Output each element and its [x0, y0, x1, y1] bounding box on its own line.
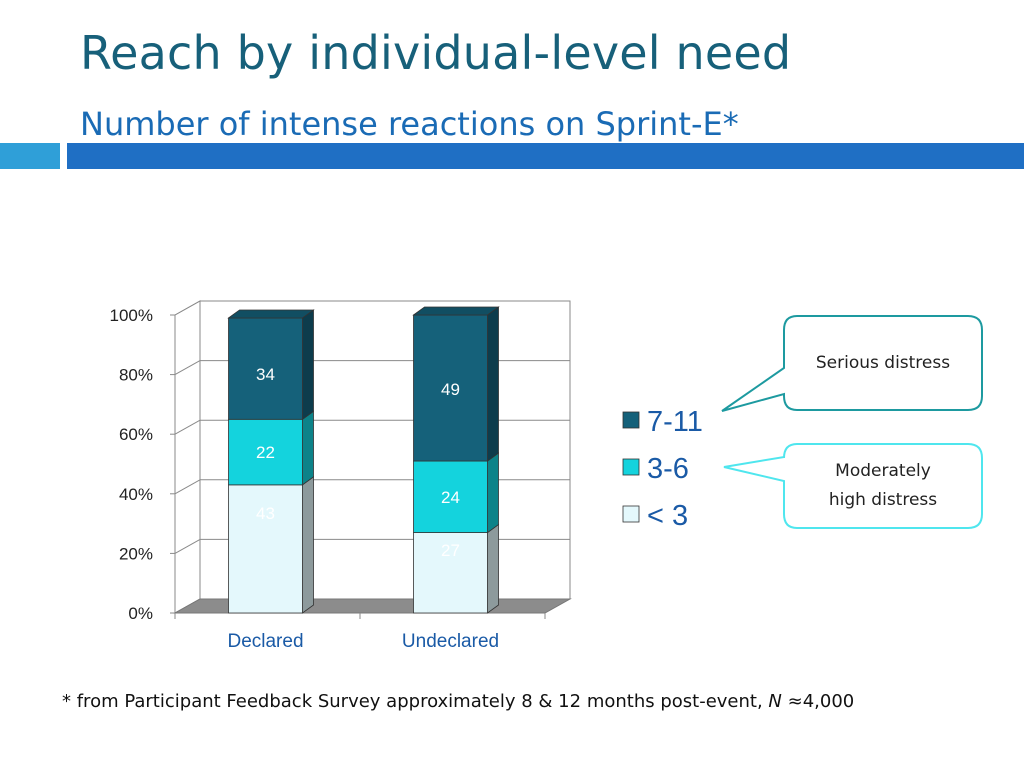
chart-bars: [227, 306, 500, 614]
legend-swatch: [622, 458, 640, 476]
chart-legend: 7-11 3-6 < 3: [622, 406, 703, 532]
legend-swatch: [622, 411, 640, 429]
bar-top: [412, 306, 500, 316]
x-tick-label: Undeclared: [402, 631, 499, 652]
bar-side: [302, 410, 314, 486]
data-label: 24: [441, 488, 460, 507]
header-band-left: [0, 143, 60, 169]
bar-side: [487, 452, 499, 534]
data-label: 27: [441, 541, 460, 560]
data-label: 34: [256, 365, 275, 384]
page-title: Reach by individual-level need: [80, 26, 792, 80]
footnote-prefix: * from Participant Feedback Survey appro…: [62, 691, 769, 712]
bar-segment: [228, 418, 303, 486]
callout-moderate-line2: high distress: [828, 490, 938, 510]
chart-labels: 43 22 34 Declared 27 24 49 Undeclared: [227, 365, 499, 652]
legend-label: 7-11: [647, 406, 703, 438]
footnote-n: N: [768, 691, 782, 712]
bar-segment: [413, 314, 488, 462]
bar-segment: [228, 484, 303, 614]
y-tick-label: 80%: [119, 366, 153, 385]
page-subtitle: Number of intense reactions on Sprint-E*: [80, 105, 739, 143]
bar-side: [302, 476, 314, 614]
callout-serious-label: Serious distress: [815, 353, 951, 373]
callout-moderate-label: Moderately high distress: [784, 457, 982, 515]
bar-segment: [413, 460, 488, 533]
bar-side: [487, 306, 499, 462]
bar-segment: [228, 317, 303, 420]
footnote: * from Participant Feedback Survey appro…: [62, 691, 854, 712]
y-tick-label: 40%: [119, 485, 153, 504]
x-tick-label: Declared: [227, 631, 303, 652]
bar-side: [487, 523, 499, 614]
bar-top: [227, 309, 315, 319]
header-band-right: [67, 143, 1024, 169]
chart-side-wall: [174, 300, 201, 614]
legend-label: 3-6: [647, 453, 689, 485]
y-tick-label: 20%: [119, 544, 153, 563]
gridline-side: [174, 479, 201, 495]
data-label: 22: [256, 443, 275, 462]
chart-axes: 0% 20% 40% 60% 80% 100%: [110, 300, 572, 623]
y-tick-label: 100%: [110, 306, 153, 325]
footnote-suffix: ≈4,000: [781, 691, 855, 712]
data-label: 43: [256, 504, 275, 523]
y-tick-label: 0%: [128, 604, 153, 623]
y-tick-label: 60%: [119, 425, 153, 444]
legend-label: < 3: [647, 500, 688, 532]
gridline-side: [174, 538, 201, 554]
bar-side: [302, 309, 314, 421]
legend-swatch: [622, 505, 640, 523]
gridline-side: [174, 360, 201, 376]
callout-moderate-line1: Moderately: [835, 461, 931, 481]
data-label: 49: [441, 380, 460, 399]
gridline-side: [174, 300, 201, 316]
gridline-side: [174, 419, 201, 435]
